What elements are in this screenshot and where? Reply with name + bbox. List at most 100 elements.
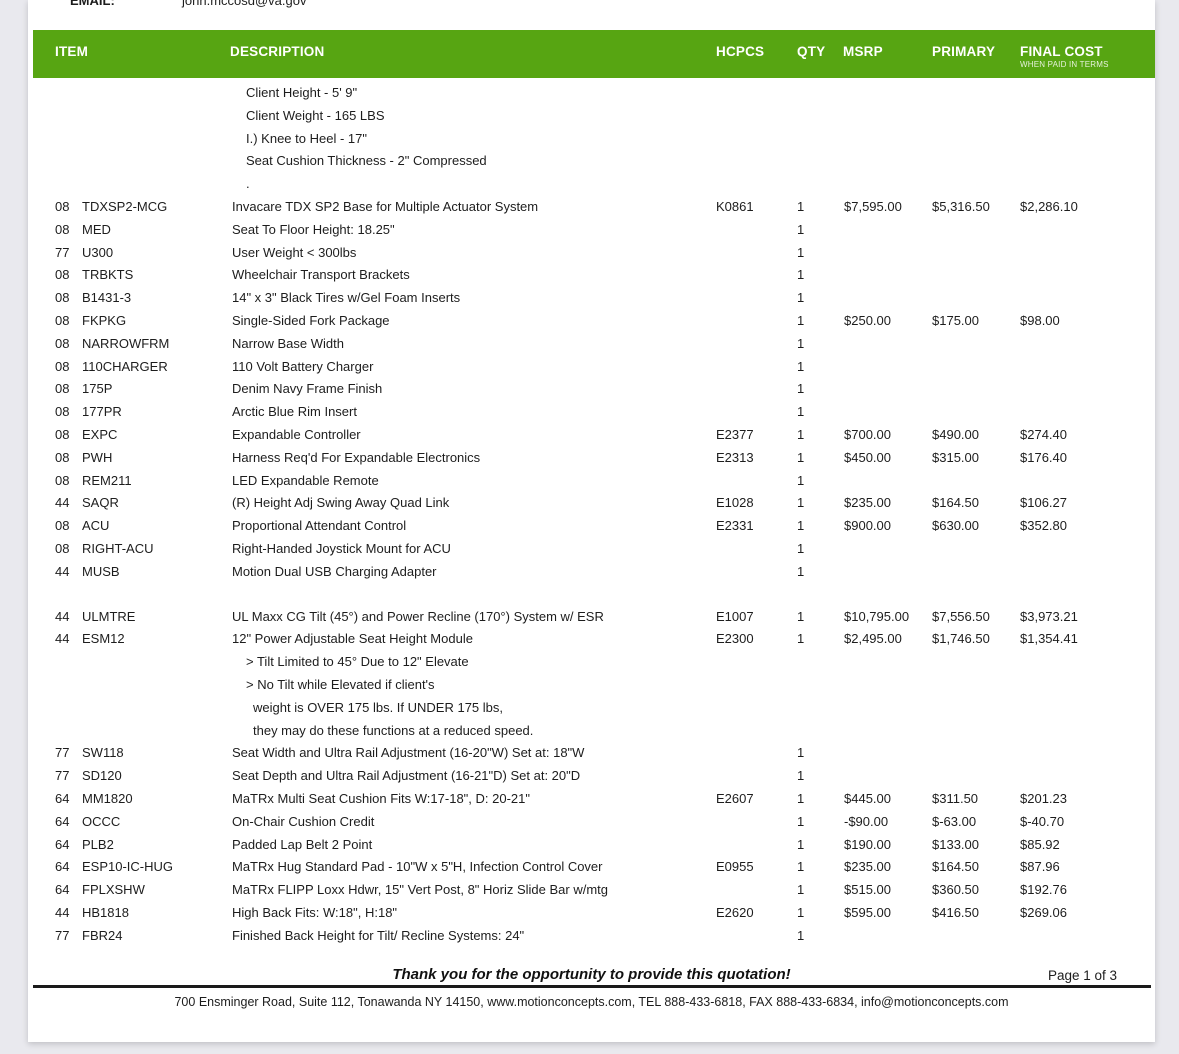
item-part-number: FKPKG: [82, 312, 127, 328]
item-row: 08 FKPKG Single-Sided Fork Package 1 $250.00…: [28, 310, 1155, 333]
item-primary-price: $5,316.50: [932, 198, 990, 214]
item-part-number: REM211: [82, 472, 132, 488]
item-final-cost: $269.06: [1020, 904, 1067, 920]
item-quantity: 1: [797, 426, 805, 442]
item-row: 77 FBR24 Finished Back Height for Tilt/ Re…: [28, 925, 1155, 948]
column-header-hcpcs: HCPCS: [716, 44, 765, 59]
item-quantity: 1: [797, 312, 805, 328]
column-header-msrp: MSRP: [843, 44, 883, 59]
item-row: 08 110CHARGER 110 Volt Battery Charger 1: [28, 356, 1155, 379]
item-primary-price: $360.50: [932, 882, 979, 898]
item-row: 64 ESP10-IC-HUG MaTRx Hug Standard Pad - 1…: [28, 856, 1155, 879]
item-description: Motion Dual USB Charging Adapter: [232, 563, 437, 579]
item-row: 77 SD120 Seat Depth and Ultra Rail Adjustm…: [28, 765, 1155, 788]
item-group-code: 64: [55, 836, 70, 852]
item-hcpcs-code: E1028: [716, 495, 754, 511]
item-group-code: 08: [55, 518, 70, 534]
item-group-code: 77: [55, 927, 70, 943]
item-description: I.) Knee to Heel - 17": [246, 130, 367, 146]
column-header-qty: QTY: [797, 44, 826, 59]
item-part-number: HB1818: [82, 904, 129, 920]
item-msrp: $900.00: [844, 518, 891, 534]
item-description: Right-Handed Joystick Mount for ACU: [232, 540, 451, 556]
item-quantity: 1: [797, 882, 805, 898]
item-part-number: ESP10-IC-HUG: [82, 859, 174, 875]
item-quantity: 1: [797, 290, 805, 306]
column-header-final-cost-sub: WHEN PAID IN TERMS: [1020, 60, 1109, 69]
item-group-code: 77: [55, 244, 70, 260]
item-row: 08 TRBKTS Wheelchair Transport Brackets 1: [28, 264, 1155, 287]
email-value: john.mccosd@va.gov: [182, 0, 307, 8]
item-msrp: $515.00: [844, 882, 891, 898]
item-group-code: 08: [55, 381, 70, 397]
item-row: 08 TDXSP2-MCG Invacare TDX SP2 Base for Mu…: [28, 196, 1155, 219]
page-number: Page 1 of 3: [1047, 968, 1117, 983]
item-part-number: EXPC: [82, 426, 118, 442]
item-row: 44 HB1818 High Back Fits: W:18", H:18" E262…: [28, 902, 1155, 925]
item-final-cost: $87.96: [1020, 859, 1060, 875]
item-quantity: 1: [797, 267, 805, 283]
item-row: 08 175P Denim Navy Frame Finish 1: [28, 378, 1155, 401]
item-primary-price: $164.50: [932, 859, 979, 875]
item-part-number: 177PR: [82, 404, 122, 420]
item-part-number: U300: [82, 244, 114, 260]
item-row: 08 REM211 LED Expandable Remote 1: [28, 470, 1155, 493]
item-group-code: 44: [55, 495, 70, 511]
item-row: 44 MUSB Motion Dual USB Charging Adapter 1: [28, 561, 1155, 584]
item-part-number: PLB2: [82, 836, 114, 852]
item-row: 64 PLB2 Padded Lap Belt 2 Point 1 $190.00 $13…: [28, 834, 1155, 857]
item-hcpcs-code: E2300: [716, 631, 754, 647]
note-row: > No Tilt while Elevated if client's: [28, 674, 1155, 697]
item-msrp: $450.00: [844, 449, 891, 465]
item-primary-price: $311.50: [932, 790, 979, 806]
item-hcpcs-code: E2377: [716, 426, 754, 442]
item-quantity: 1: [797, 198, 805, 214]
item-hcpcs-code: E2313: [716, 449, 754, 465]
item-row: 44 ESM12 12" Power Adjustable Seat Height …: [28, 628, 1155, 651]
item-description: Harness Req'd For Expandable Electronics: [232, 449, 481, 465]
item-row: 08 177PR Arctic Blue Rim Insert 1: [28, 401, 1155, 424]
item-quantity: 1: [797, 221, 805, 237]
item-row: 64 MM1820 MaTRx Multi Seat Cushion Fits W:…: [28, 788, 1155, 811]
item-part-number: 110CHARGER: [82, 358, 168, 374]
email-label: EMAIL:: [70, 0, 115, 8]
item-group-code: 77: [55, 768, 70, 784]
item-quantity: 1: [797, 745, 805, 761]
item-description: > Tilt Limited to 45° Due to 12" Elevate: [246, 654, 469, 670]
note-row: weight is OVER 175 lbs. If UNDER 175 lbs…: [28, 697, 1155, 720]
item-description: Wheelchair Transport Brackets: [232, 267, 410, 283]
item-group-code: 08: [55, 426, 70, 442]
item-part-number: ACU: [82, 518, 110, 534]
item-final-cost: $1,354.41: [1020, 631, 1078, 647]
item-part-number: MUSB: [82, 563, 120, 579]
item-group-code: 77: [55, 745, 70, 761]
item-row: 08 B1431-3 14" x 3" Black Tires w/Gel Foam…: [28, 287, 1155, 310]
column-header-description: DESCRIPTION: [230, 44, 325, 59]
item-group-code: 64: [55, 813, 70, 829]
item-part-number: SAQR: [82, 495, 119, 511]
item-primary-price: $416.50: [932, 904, 979, 920]
item-primary-price: $630.00: [932, 518, 979, 534]
item-group-code: 08: [55, 540, 70, 556]
item-part-number: ESM12: [82, 631, 125, 647]
item-description: Seat To Floor Height: 18.25": [232, 221, 395, 237]
item-group-code: 64: [55, 859, 70, 875]
note-row: Client Weight - 165 LBS: [28, 105, 1155, 128]
item-quantity: 1: [797, 358, 805, 374]
item-primary-price: $1,746.50: [932, 631, 990, 647]
footer-rule: [33, 985, 1151, 988]
item-quantity: 1: [797, 472, 805, 488]
item-hcpcs-code: E2607: [716, 790, 754, 806]
item-quantity: 1: [797, 563, 805, 579]
item-quantity: 1: [797, 813, 805, 829]
item-description: User Weight < 300lbs: [232, 244, 357, 260]
item-msrp: $235.00: [844, 859, 891, 875]
item-hcpcs-code: E0955: [716, 859, 754, 875]
item-group-code: 08: [55, 358, 70, 374]
item-quantity: 1: [797, 768, 805, 784]
item-row: 44 ULMTRE UL Maxx CG Tilt (45°) and Power …: [28, 606, 1155, 629]
item-row: 08 PWH Harness Req'd For Expandable Electr…: [28, 447, 1155, 470]
item-hcpcs-code: K0861: [716, 198, 754, 214]
item-final-cost: $98.00: [1020, 312, 1060, 328]
item-quantity: 1: [797, 495, 805, 511]
